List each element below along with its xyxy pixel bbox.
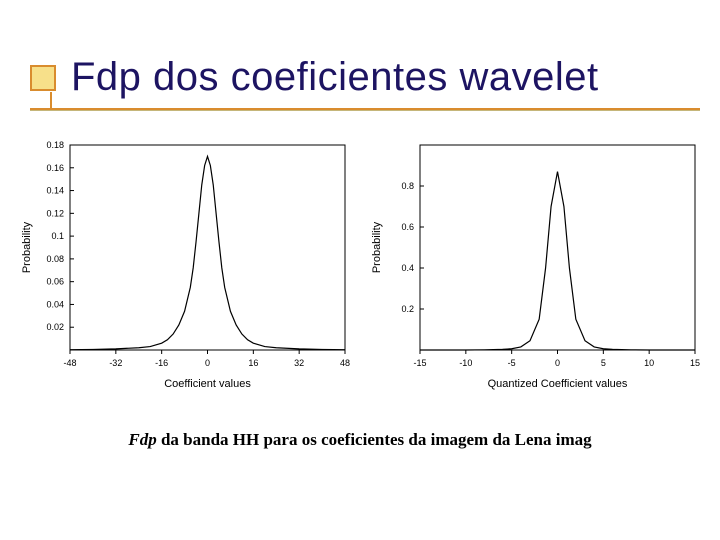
svg-text:-48: -48 — [63, 358, 76, 368]
slide-title-bar: Fdp dos coeficientes wavelet — [30, 55, 700, 100]
svg-text:0.16: 0.16 — [46, 163, 64, 173]
chart-left-container: 0.02 0.04 0.06 0.08 0.1 0.12 0.14 0.16 0.18 -48 -3… — [15, 135, 355, 400]
charts-row: 0.02 0.04 0.06 0.08 0.1 0.12 0.14 0.16 0.18 -48 -3… — [15, 135, 705, 400]
svg-text:0.18: 0.18 — [46, 140, 64, 150]
slide-title: Fdp dos coeficientes wavelet — [71, 55, 599, 100]
title-underline-shadow — [30, 110, 700, 111]
svg-text:0.1: 0.1 — [51, 231, 64, 241]
svg-text:0: 0 — [205, 358, 210, 368]
svg-text:-16: -16 — [155, 358, 168, 368]
underline-vstub — [50, 92, 52, 108]
svg-text:0.12: 0.12 — [46, 208, 64, 218]
svg-text:-10: -10 — [459, 358, 472, 368]
svg-text:-5: -5 — [508, 358, 516, 368]
bullet-square-icon — [30, 65, 56, 91]
caption: Fdp da banda HH para os coeficientes da … — [0, 430, 720, 450]
chart-left: 0.02 0.04 0.06 0.08 0.1 0.12 0.14 0.16 0.18 -48 -3… — [15, 135, 355, 395]
svg-text:0.02: 0.02 — [46, 322, 64, 332]
svg-text:0.06: 0.06 — [46, 277, 64, 287]
svg-text:10: 10 — [644, 358, 654, 368]
svg-text:0.6: 0.6 — [401, 222, 414, 232]
svg-text:Coefficient values: Coefficient values — [164, 378, 251, 390]
svg-text:Probability: Probability — [21, 221, 33, 273]
svg-text:15: 15 — [690, 358, 700, 368]
svg-text:0.8: 0.8 — [401, 181, 414, 191]
svg-text:Probability: Probability — [371, 221, 383, 273]
svg-text:5: 5 — [601, 358, 606, 368]
svg-text:Quantized Coefficient values: Quantized Coefficient values — [488, 378, 628, 390]
caption-lead: Fdp — [128, 430, 156, 449]
svg-text:48: 48 — [340, 358, 350, 368]
chart-right-container: 0.2 0.4 0.6 0.8 -15 -10 -5 0 5 10 15 Quantized Coef… — [365, 135, 705, 400]
caption-rest: da banda HH para os coeficientes da imag… — [157, 430, 592, 449]
chart-right: 0.2 0.4 0.6 0.8 -15 -10 -5 0 5 10 15 Quantized Coef… — [365, 135, 705, 395]
svg-text:32: 32 — [294, 358, 304, 368]
svg-text:0: 0 — [555, 358, 560, 368]
svg-text:0.04: 0.04 — [46, 299, 64, 309]
svg-text:16: 16 — [248, 358, 258, 368]
svg-text:0.2: 0.2 — [401, 304, 414, 314]
svg-text:0.4: 0.4 — [401, 263, 414, 273]
svg-text:-32: -32 — [109, 358, 122, 368]
svg-text:0.14: 0.14 — [46, 186, 64, 196]
svg-text:-15: -15 — [413, 358, 426, 368]
svg-text:0.08: 0.08 — [46, 254, 64, 264]
